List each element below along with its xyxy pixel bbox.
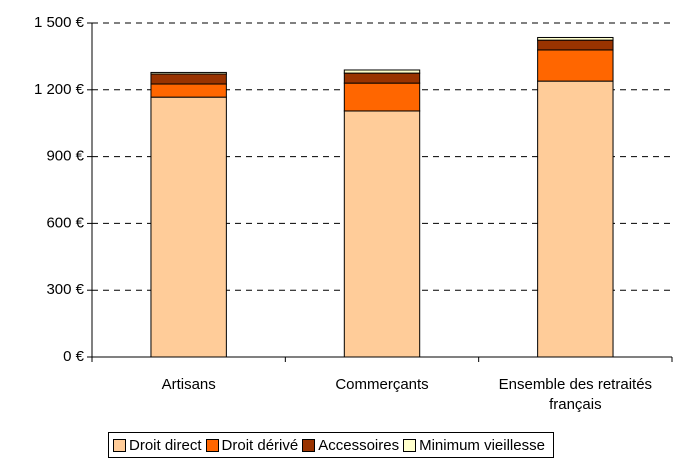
legend-swatch xyxy=(205,438,219,452)
legend-swatch xyxy=(113,438,126,452)
legend-item: Droit dérivé xyxy=(205,436,299,454)
x-tick-label: Artisans xyxy=(161,376,216,393)
legend-swatch xyxy=(403,438,417,452)
bar-segment xyxy=(537,36,614,41)
y-tick-label: 900 € xyxy=(46,148,84,165)
y-tick-label: 1 500 € xyxy=(34,14,85,31)
bar-segment xyxy=(343,69,421,74)
x-tick-label: Commerçants xyxy=(335,376,429,393)
bar-segment xyxy=(537,39,614,51)
legend: Droit direct Droit dérivé Accessoires Minim… xyxy=(108,432,554,458)
bar-segment xyxy=(343,82,421,112)
bar-segment xyxy=(150,83,227,98)
legend-label: Minimum vieillesse xyxy=(419,436,545,454)
y-tick-label: 0 € xyxy=(63,348,85,365)
legend-label: Droit dérivé xyxy=(221,436,299,454)
bar-segment xyxy=(343,110,421,358)
legend-item: Accessoires xyxy=(302,437,399,454)
legend-swatch xyxy=(302,438,316,452)
legend-item: Droit direct xyxy=(113,437,202,454)
y-tick-label: 1 200 € xyxy=(34,81,85,98)
bar-segment xyxy=(150,96,227,358)
legend-label: Droit direct xyxy=(129,436,202,454)
bar-segment xyxy=(150,73,227,85)
bar-segment xyxy=(537,80,614,358)
bar-segment xyxy=(150,71,227,75)
y-tick-label: 600 € xyxy=(46,214,84,231)
bar-segment xyxy=(343,72,421,84)
legend-label: Accessoires xyxy=(318,436,400,454)
legend-item: Minimum vieillesse xyxy=(403,437,545,454)
x-tick-label: Ensemble des retraités français xyxy=(498,376,653,413)
y-tick-label: 300 € xyxy=(46,281,84,298)
bar-segment xyxy=(537,49,614,82)
